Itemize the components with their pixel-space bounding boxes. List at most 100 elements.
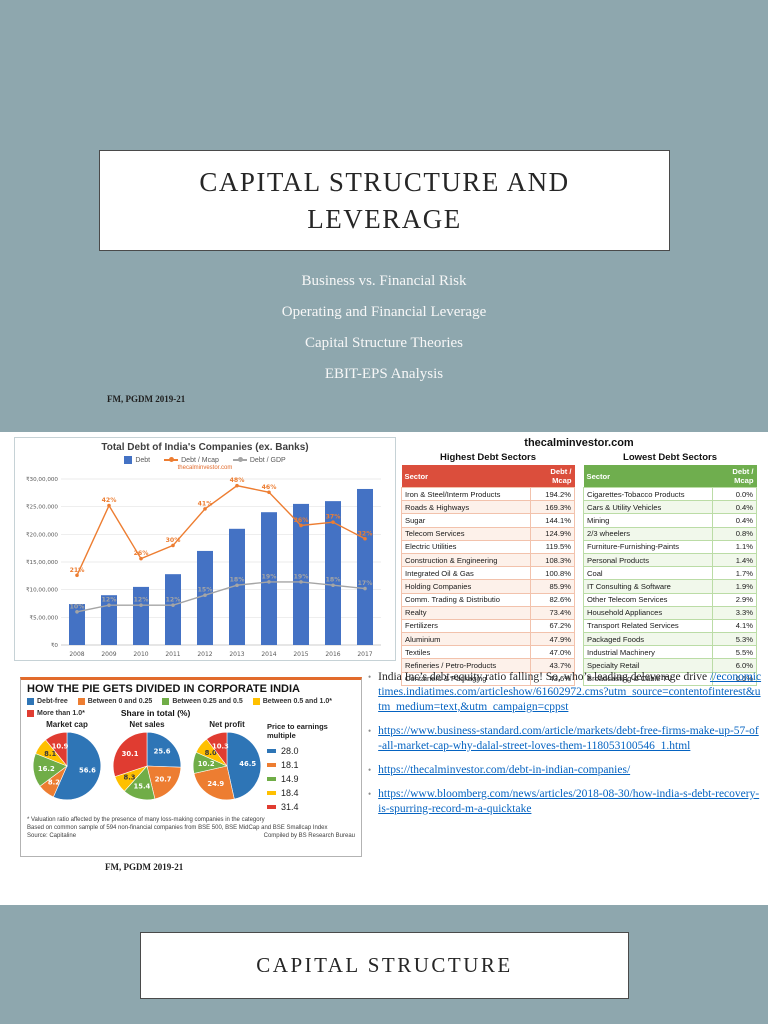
column-header-sector: Sector	[583, 465, 713, 488]
sector-cell: Comm. Trading & Distributio	[401, 592, 531, 607]
debt-mcap-cell: 2.9%	[712, 592, 757, 607]
highest-debt-title: Highest Debt Sectors	[439, 452, 537, 463]
sector-cell: Realty	[401, 605, 531, 620]
column-header-sector: Sector	[401, 465, 531, 488]
table-row: Textiles 47.0%	[401, 645, 575, 660]
debt-mcap-cell: 0.4%	[712, 500, 757, 515]
table-row: Electric Utilities 119.5%	[401, 539, 575, 554]
table-row: Broadcasting & Cable TV 6.5%	[583, 671, 757, 686]
section-title-box: CAPITAL STRUCTURE	[140, 932, 629, 999]
net-profit-pie-chart: 46.5 24.9 10.2 8.010.3	[192, 731, 262, 801]
sector-cell: Furniture-Furnishing-Paints	[583, 539, 713, 554]
pe-marker-icon	[267, 777, 276, 781]
pe-marker-icon	[267, 763, 276, 767]
sector-cell: Roads & Highways	[401, 500, 531, 515]
debt-chart-title: Total Debt of India's Companies (ex. Ban…	[101, 442, 309, 453]
svg-text:₹20,00,000: ₹20,00,000	[26, 531, 58, 538]
pie-legend-item: More than 1.0*	[27, 709, 85, 717]
svg-text:2014: 2014	[261, 651, 276, 658]
sector-cell: Refineries / Petro-Products	[401, 658, 531, 673]
table-row: Other Telecom Services 2.9%	[583, 592, 757, 607]
debt-mcap-cell: 1.9%	[712, 579, 757, 594]
svg-text:2015: 2015	[293, 651, 308, 658]
svg-text:19%: 19%	[294, 573, 309, 580]
sector-cell: Iron & Steel/Interm Products	[401, 486, 531, 502]
debt-mcap-cell: 124.9%	[530, 526, 575, 541]
svg-text:15%: 15%	[198, 587, 213, 594]
svg-text:18%: 18%	[326, 577, 341, 584]
debt-mcap-cell: 47.9%	[530, 632, 575, 647]
bullet-item: • https://thecalminvestor.com/debt-in-ind…	[368, 763, 762, 778]
debt-mcap-cell: 0.4%	[712, 513, 757, 528]
hyperlink[interactable]: https://thecalminvestor.com/debt-in-indi…	[378, 763, 631, 776]
bar-swatch-icon	[124, 456, 133, 464]
column-header-debt-mcap: Debt / Mcap	[530, 465, 575, 488]
svg-text:20.7: 20.7	[155, 775, 172, 783]
svg-text:46%: 46%	[262, 484, 277, 491]
svg-text:₹0: ₹0	[51, 642, 59, 649]
pie-source-row: Source: Capitaline Compiled by BS Resear…	[27, 833, 355, 839]
debt-mcap-cell: 0.0%	[712, 486, 757, 502]
table-row: Furniture-Furnishing-Paints 1.1%	[583, 539, 757, 554]
table-row: Roads & Highways 169.3%	[401, 500, 575, 515]
sector-cell: Other Telecom Services	[583, 592, 713, 607]
highest-debt-table: Highest Debt Sectors Sector Debt / Mcap …	[401, 452, 575, 686]
pie-legend-item: Debt-free	[27, 698, 68, 705]
table-row: Household Appliances 3.3%	[583, 605, 757, 620]
hyperlink[interactable]: https://www.business-standard.com/articl…	[378, 724, 759, 752]
svg-text:10.9: 10.9	[52, 743, 69, 751]
svg-text:8.0: 8.0	[205, 749, 217, 757]
legend-swatch-icon	[162, 698, 170, 705]
table-row: Holding Companies 85.9%	[401, 579, 575, 594]
debt-mcap-cell: 119.5%	[530, 539, 575, 554]
svg-text:26%: 26%	[134, 550, 149, 557]
lowest-debt-title: Lowest Debt Sectors	[623, 452, 717, 463]
pe-marker-icon	[267, 749, 276, 753]
agenda-item: Business vs. Financial Risk	[301, 273, 467, 289]
pe-value-row: 18.4	[267, 786, 355, 800]
svg-text:15.4: 15.4	[133, 782, 150, 790]
svg-text:8.3: 8.3	[123, 774, 135, 782]
sector-cell: Containers & Packaging	[401, 671, 531, 686]
table-row: 2/3 wheelers 0.8%	[583, 526, 757, 541]
svg-text:30%: 30%	[166, 537, 181, 544]
pie-legend-item: Between 0.25 and 0.5	[162, 698, 243, 705]
legend-swatch-icon	[77, 698, 85, 705]
chart-watermark: thecalminvestor.com	[177, 465, 233, 471]
svg-text:37%: 37%	[326, 514, 341, 521]
legend-swatch-icon	[252, 698, 260, 705]
legend-item-debt-mcap: Debt / Mcap	[164, 457, 219, 464]
debt-mcap-cell: 47.0%	[530, 645, 575, 660]
hyperlink[interactable]: https://www.bloomberg.com/news/articles/…	[378, 787, 760, 815]
pie-market-cap: Market cap 56.6 8.2 16.2 8.1 10.9	[27, 720, 107, 814]
svg-text:17%: 17%	[358, 580, 373, 587]
sector-cell: Coal	[583, 566, 713, 581]
svg-text:₹25,00,000: ₹25,00,000	[26, 504, 58, 511]
table-row: Containers & Packaging 43.6%	[401, 671, 575, 686]
share-in-total-label: Share in total (%)	[120, 708, 191, 718]
debt-mcap-cell: 100.8%	[530, 566, 575, 581]
svg-text:₹10,00,000: ₹10,00,000	[26, 587, 58, 594]
hyperlink[interactable]: //economictimes.indiatimes.com/articlesh…	[378, 671, 762, 713]
sector-cell: Mining	[583, 513, 713, 528]
svg-text:56.6: 56.6	[79, 766, 96, 774]
table-row: Cigarettes-Tobacco Products 0.0%	[583, 486, 757, 502]
pie-net-profit: Net profit 46.5 24.9 10.2 8.0 10.3	[187, 720, 267, 814]
slide-content: Total Debt of India's Companies (ex. Ban…	[0, 432, 768, 905]
svg-text:41%: 41%	[198, 500, 213, 507]
bullet-item: • https://www.business-standard.com/artic…	[368, 724, 762, 754]
debt-mcap-cell: 43.6%	[530, 671, 575, 686]
table-row: Realty 73.4%	[401, 605, 575, 620]
sector-cell: Packaged Foods	[583, 632, 713, 647]
sector-cell: Industrial Machinery	[583, 645, 713, 660]
pie-chart-title: HOW THE PIE GETS DIVIDED IN CORPORATE IN…	[27, 683, 300, 695]
pe-marker-icon	[267, 805, 276, 809]
svg-text:12%: 12%	[134, 597, 149, 604]
svg-text:12%: 12%	[102, 597, 117, 604]
slide-footnote: FM, PGDM 2019-21	[105, 862, 184, 872]
pie-chart-legend: Debt-free Between 0 and 0.25 Between 0.25 …	[27, 698, 355, 718]
table-row: Packaged Foods 5.3%	[583, 632, 757, 647]
debt-mcap-cell: 4.1%	[712, 618, 757, 634]
debt-mcap-cell: 169.3%	[530, 500, 575, 515]
sector-cell: Holding Companies	[401, 579, 531, 594]
